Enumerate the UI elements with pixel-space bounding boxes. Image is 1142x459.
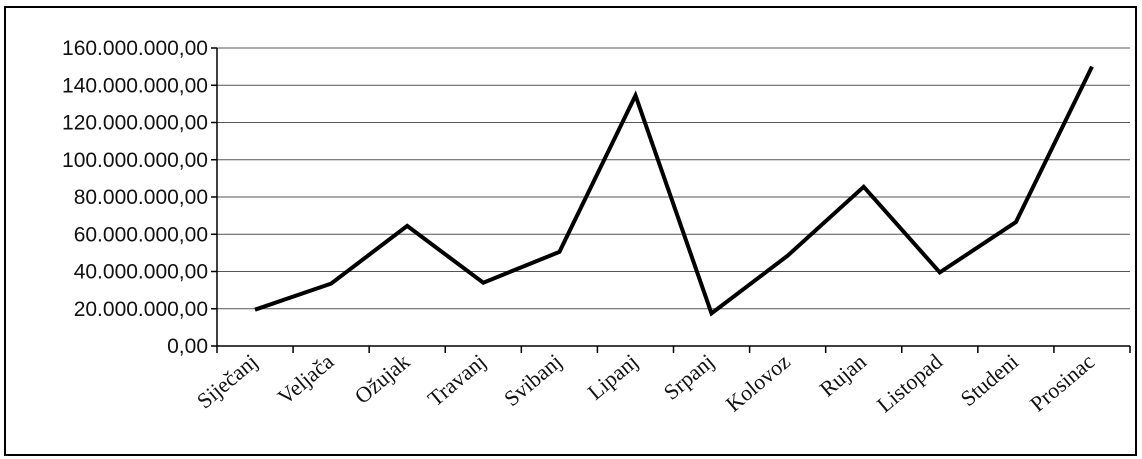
- y-tick-label: 20.000.000,00: [74, 298, 208, 321]
- gridlines: [217, 47, 1130, 310]
- y-tick-label: 80.000.000,00: [74, 186, 208, 209]
- y-tick-label: 0,00: [167, 335, 208, 358]
- series-group: [254, 65, 1094, 317]
- y-tick-label: 40.000.000,00: [74, 261, 208, 284]
- y-tick-label: 160.000.000,00: [62, 37, 208, 60]
- y-tick-label: 120.000.000,00: [62, 112, 208, 135]
- y-tick-label: 140.000.000,00: [62, 74, 208, 97]
- series-line: [254, 65, 1094, 317]
- axes: [211, 47, 1131, 353]
- y-tick-label: 60.000.000,00: [74, 223, 208, 246]
- y-tick-label: 100.000.000,00: [62, 149, 208, 172]
- y-tick-labels: 0,00 20.000.000,00 40.000.000,00 60.000.000…: [62, 37, 208, 358]
